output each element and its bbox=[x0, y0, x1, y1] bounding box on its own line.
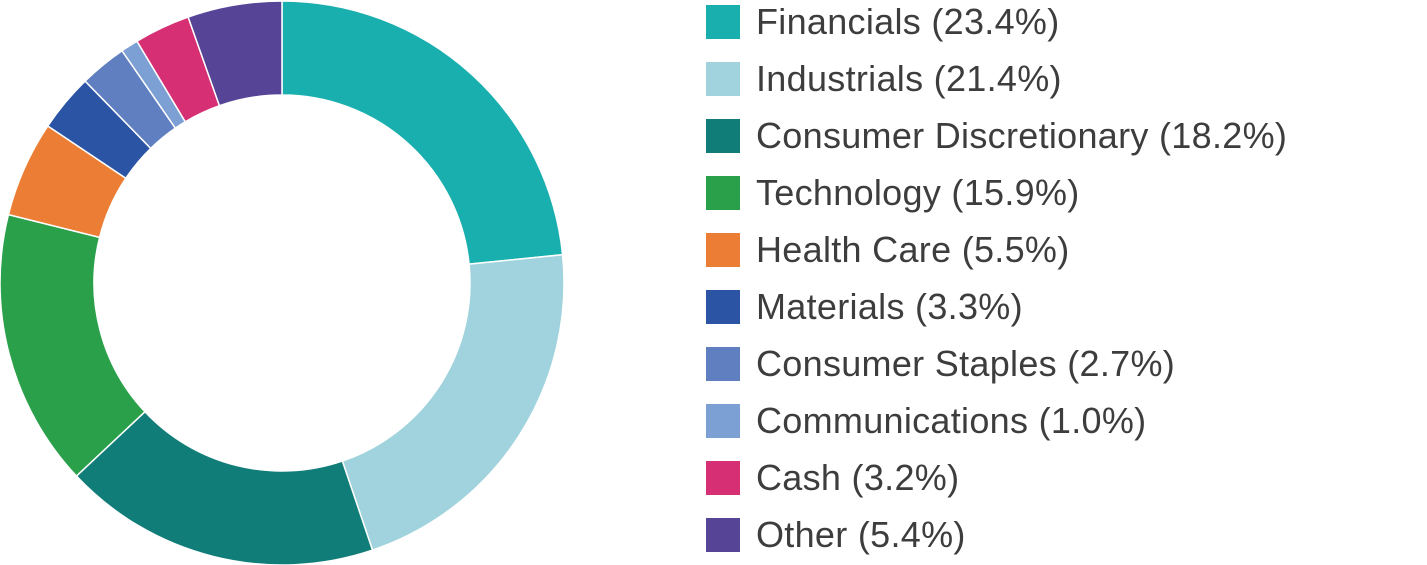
legend-swatch-4 bbox=[706, 233, 740, 267]
legend-item-0: Financials (23.4%) bbox=[706, 2, 1060, 42]
legend-swatch-9 bbox=[706, 518, 740, 552]
legend-item-5: Materials (3.3%) bbox=[706, 287, 1023, 327]
donut-slices bbox=[0, 0, 565, 565]
legend-swatch-3 bbox=[706, 176, 740, 210]
legend-item-3: Technology (15.9%) bbox=[706, 173, 1080, 213]
legend-label-0: Financials (23.4%) bbox=[756, 1, 1060, 42]
legend-label-4: Health Care (5.5%) bbox=[756, 229, 1070, 270]
donut-slice-0 bbox=[281, 0, 564, 265]
donut-slice-9 bbox=[187, 0, 283, 107]
legend-item-4: Health Care (5.5%) bbox=[706, 230, 1070, 270]
legend-label-8: Cash (3.2%) bbox=[756, 457, 960, 498]
legend-label-9: Other (5.4%) bbox=[756, 514, 966, 555]
chart-legend: Financials (23.4%) Industrials (21.4%) Con… bbox=[706, 0, 1421, 565]
legend-item-1: Industrials (21.4%) bbox=[706, 59, 1062, 99]
donut-slice-1 bbox=[341, 253, 565, 552]
legend-swatch-5 bbox=[706, 290, 740, 324]
legend-swatch-6 bbox=[706, 347, 740, 381]
legend-label-1: Industrials (21.4%) bbox=[756, 58, 1062, 99]
legend-label-2: Consumer Discretionary (18.2%) bbox=[756, 115, 1288, 156]
legend-item-8: Cash (3.2%) bbox=[706, 458, 959, 498]
legend-swatch-1 bbox=[706, 62, 740, 96]
legend-label-7: Communications (1.0%) bbox=[756, 400, 1147, 441]
legend-label-3: Technology (15.9%) bbox=[756, 172, 1080, 213]
legend-item-6: Consumer Staples (2.7%) bbox=[706, 344, 1175, 384]
legend-swatch-7 bbox=[706, 404, 740, 438]
legend-item-9: Other (5.4%) bbox=[706, 515, 966, 555]
legend-swatch-2 bbox=[706, 119, 740, 153]
legend-swatch-8 bbox=[706, 461, 740, 495]
legend-label-6: Consumer Staples (2.7%) bbox=[756, 343, 1176, 384]
legend-item-2: Consumer Discretionary (18.2%) bbox=[706, 116, 1287, 156]
donut-chart bbox=[0, 0, 565, 565]
legend-item-7: Communications (1.0%) bbox=[706, 401, 1146, 441]
legend-label-5: Materials (3.3%) bbox=[756, 286, 1023, 327]
legend-swatch-0 bbox=[706, 5, 740, 39]
